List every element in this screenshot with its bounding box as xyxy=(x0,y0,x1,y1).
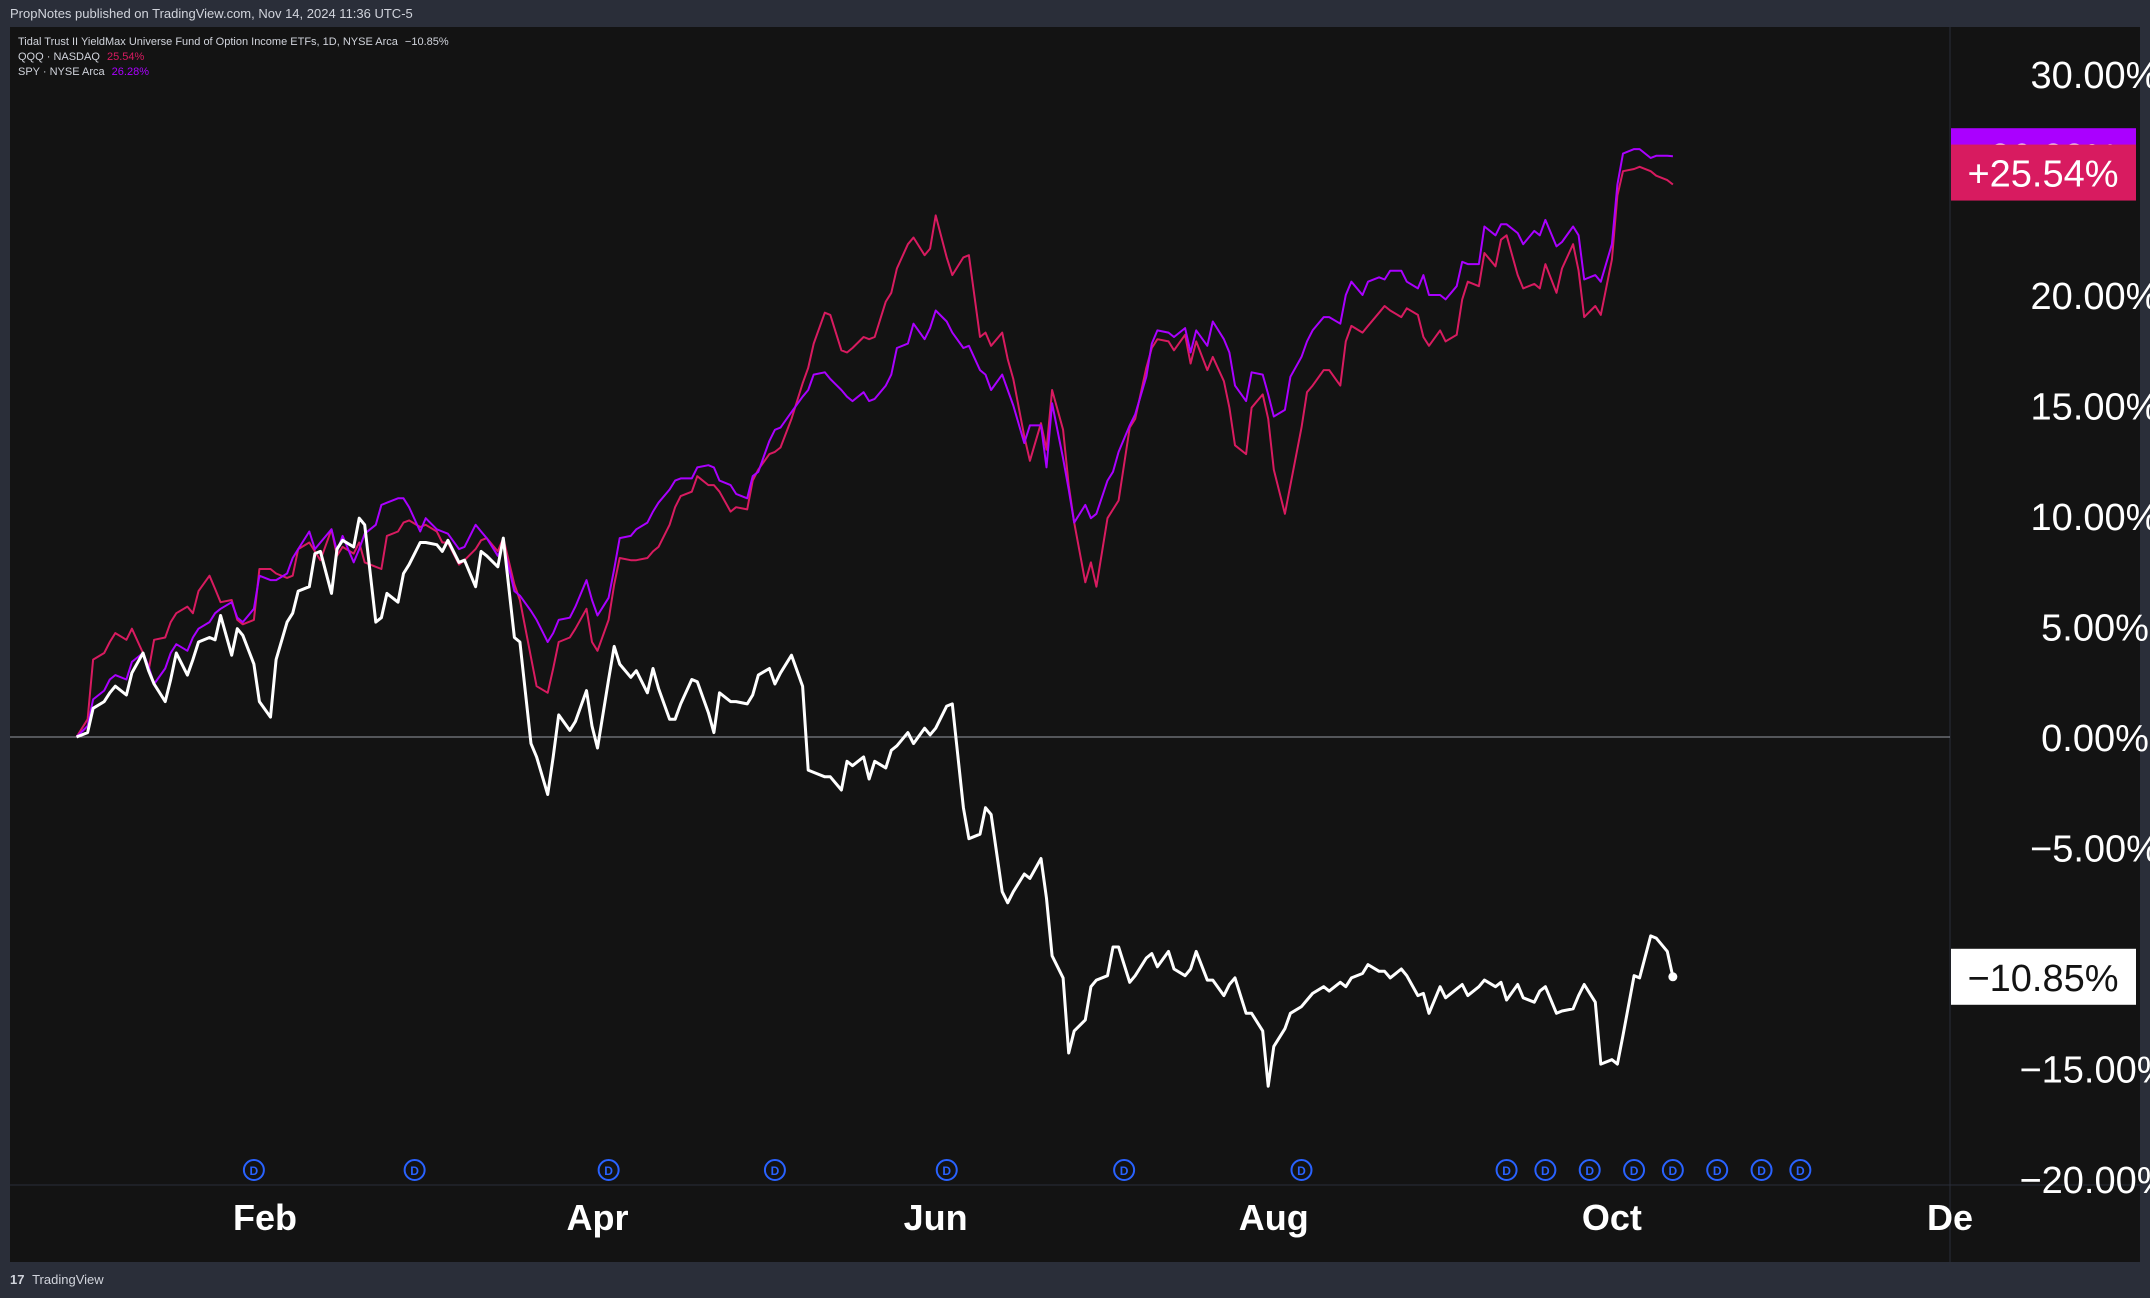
dividend-marker[interactable]: D xyxy=(1290,1159,1313,1181)
dividend-marker-ring xyxy=(597,1159,620,1181)
price-label-text: +25.54% xyxy=(1967,154,2118,196)
dividend-marker[interactable]: D xyxy=(1623,1159,1646,1181)
x-tick-label: Apr xyxy=(567,1197,629,1238)
dividend-marker-label: D xyxy=(1541,1164,1550,1178)
y-tick-label: −15.00% xyxy=(2019,1050,2150,1092)
dividend-marker-ring xyxy=(1661,1159,1684,1181)
legend-label-main: Tidal Trust II YieldMax Universe Fund of… xyxy=(18,36,398,48)
dividend-marker-label: D xyxy=(1669,1164,1678,1178)
publish-bar: PropNotes published on TradingView.com, … xyxy=(0,0,2150,27)
y-tick-label: 10.00% xyxy=(2031,497,2150,539)
dividend-marker-label: D xyxy=(771,1164,780,1178)
dividend-marker-label: D xyxy=(1120,1164,1129,1178)
dividend-marker[interactable]: D xyxy=(1113,1159,1136,1181)
y-tick-label: 15.00% xyxy=(2031,387,2150,429)
series-line-qqq[interactable] xyxy=(75,165,1674,738)
dividend-marker[interactable]: D xyxy=(935,1159,958,1181)
dividend-marker-label: D xyxy=(410,1164,419,1178)
dividend-marker[interactable]: D xyxy=(1706,1159,1729,1181)
dividend-marker-ring xyxy=(1578,1159,1601,1181)
chart-frame[interactable] xyxy=(10,27,2140,1262)
dividend-marker-ring xyxy=(1113,1159,1136,1181)
price-label-box xyxy=(1951,144,2136,201)
dividend-marker-ring xyxy=(1290,1159,1313,1181)
dividend-marker-label: D xyxy=(1713,1164,1722,1178)
dividend-marker[interactable]: D xyxy=(1750,1159,1773,1181)
dividend-marker-label: D xyxy=(1630,1164,1639,1178)
dividend-marker[interactable]: D xyxy=(403,1159,426,1181)
legend-value-main: −10.85% xyxy=(404,36,449,48)
legend-row-qqq[interactable]: QQQ · NASDAQ 25.54% xyxy=(18,50,449,65)
legend-value-spy: 26.28% xyxy=(111,66,149,78)
dividend-marker-label: D xyxy=(1502,1164,1511,1178)
dividend-marker-ring xyxy=(763,1159,786,1181)
dividend-marker[interactable]: D xyxy=(1789,1159,1812,1181)
dividend-marker[interactable]: D xyxy=(1661,1159,1684,1181)
chart-legend: Tidal Trust II YieldMax Universe Fund of… xyxy=(18,35,449,80)
dividend-marker[interactable]: D xyxy=(763,1159,786,1181)
x-tick-label: Aug xyxy=(1239,1197,1309,1238)
y-tick-label: 20.00% xyxy=(2031,276,2150,318)
y-tick-label: −20.00% xyxy=(2019,1160,2150,1202)
dividend-marker-label: D xyxy=(1297,1164,1306,1178)
legend-row-spy[interactable]: SPY · NYSE Arca 26.28% xyxy=(18,65,449,80)
dividend-marker-label: D xyxy=(604,1164,613,1178)
dividend-marker-ring xyxy=(1534,1159,1557,1181)
dividend-marker-ring xyxy=(935,1159,958,1181)
dividend-marker-ring xyxy=(1623,1159,1646,1181)
x-tick-label: Feb xyxy=(233,1197,297,1238)
dividend-marker-ring xyxy=(1789,1159,1812,1181)
x-tick-label: De xyxy=(1927,1197,1973,1238)
y-tick-label: 30.00% xyxy=(2031,55,2150,97)
y-tick-label: −5.00% xyxy=(2030,829,2150,871)
tradingview-logo[interactable]: 17 xyxy=(10,1272,25,1287)
dividend-marker-ring xyxy=(242,1159,265,1181)
dividend-marker[interactable]: D xyxy=(1578,1159,1601,1181)
series-end-point xyxy=(1668,972,1678,982)
series-line-main[interactable] xyxy=(75,516,1675,1088)
dividend-marker-ring xyxy=(403,1159,426,1181)
y-tick-label: 0.00% xyxy=(2041,718,2149,760)
price-label-text: −10.85% xyxy=(1967,958,2118,1000)
footer-bar: 17 TradingView xyxy=(0,1262,2150,1298)
dividend-marker-label: D xyxy=(942,1164,951,1178)
dividend-marker-ring xyxy=(1495,1159,1518,1181)
price-label[interactable]: −10.85% xyxy=(1951,948,2136,1005)
tradingview-brand[interactable]: TradingView xyxy=(32,1272,104,1287)
dividend-marker-ring xyxy=(1750,1159,1773,1181)
legend-label-qqq: QQQ · NASDAQ xyxy=(18,51,100,63)
price-label-box xyxy=(1951,948,2136,1005)
dividend-marker-label: D xyxy=(250,1164,259,1178)
dividend-marker[interactable]: D xyxy=(597,1159,620,1181)
y-tick-label: 5.00% xyxy=(2041,608,2149,650)
legend-row-main[interactable]: Tidal Trust II YieldMax Universe Fund of… xyxy=(18,35,449,50)
dividend-marker-ring xyxy=(1706,1159,1729,1181)
publish-info: PropNotes published on TradingView.com, … xyxy=(10,6,413,21)
dividend-marker-label: D xyxy=(1585,1164,1594,1178)
dividend-marker-label: D xyxy=(1757,1164,1766,1178)
legend-label-spy: SPY · NYSE Arca xyxy=(18,66,105,78)
dividend-marker-label: D xyxy=(1796,1164,1805,1178)
dividend-marker[interactable]: D xyxy=(1495,1159,1518,1181)
price-label[interactable]: +25.54% xyxy=(1951,144,2136,201)
dividend-marker[interactable]: D xyxy=(242,1159,265,1181)
dividend-marker[interactable]: D xyxy=(1534,1159,1557,1181)
series-line-spy[interactable] xyxy=(75,148,1673,738)
x-tick-label: Jun xyxy=(904,1197,968,1238)
legend-value-qqq: 25.54% xyxy=(106,51,145,63)
x-tick-label: Oct xyxy=(1582,1197,1642,1238)
